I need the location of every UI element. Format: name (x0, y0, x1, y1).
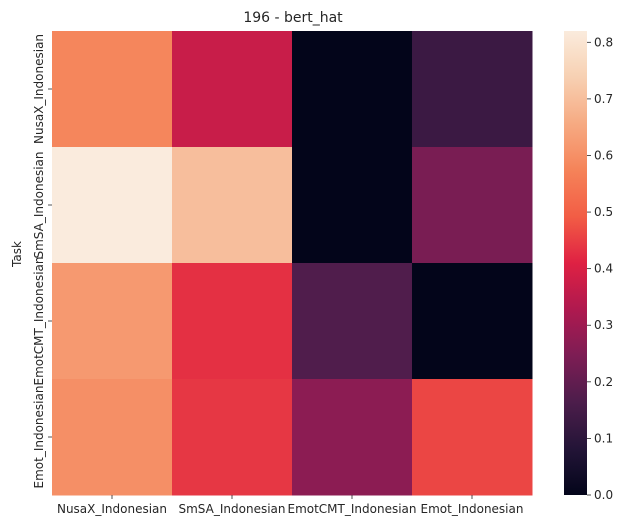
heatmap-cell (412, 31, 533, 148)
heatmap-cell (52, 379, 173, 496)
heatmap-cell (52, 147, 173, 264)
x-tick-label: Emot_Indonesian (421, 502, 524, 516)
x-axis-ticks: NusaX_Indonesian SmSA_Indonesian EmotCMT_I… (57, 495, 524, 516)
colorbar-tick-label: 0.1 (594, 431, 613, 445)
colorbar-tick-label: 0.8 (594, 35, 613, 49)
heatmap-cell (292, 379, 413, 496)
heatmap-cell (172, 379, 293, 496)
colorbar-tick-label: 0.5 (594, 205, 613, 219)
heatmap-cell (292, 31, 413, 148)
colorbar-tick-label: 0.0 (594, 488, 613, 502)
colorbar-tick-label: 0.6 (594, 148, 613, 162)
x-tick-label: SmSA_Indonesian (179, 502, 286, 516)
heatmap-cell (412, 263, 533, 380)
heatmap-cell (292, 147, 413, 264)
y-tick-label: Emot_Indonesian (32, 386, 46, 489)
colorbar-tick-label: 0.3 (594, 318, 613, 332)
y-axis-ticks: NusaX_Indonesian SmSA_IndonesianEmotCMT_I… (32, 34, 52, 489)
colorbar: 0.0 0.1 0.2 0.3 0.4 0.5 0.6 0.7 0.8 (564, 31, 613, 502)
y-tick-label: EmotCMT_Indonesian (32, 256, 46, 385)
x-tick-label: EmotCMT_Indonesian (287, 502, 416, 516)
heatmap-cell (292, 263, 413, 380)
heatmap-cell (52, 31, 173, 148)
x-tick-label: NusaX_Indonesian (57, 502, 167, 516)
heatmap-cell (172, 147, 293, 264)
heatmap-cell (172, 263, 293, 380)
colorbar-tick-label: 0.7 (594, 92, 613, 106)
heatmap-cells (52, 31, 533, 496)
heatmap-cell (412, 379, 533, 496)
y-tick-label: SmSA_Indonesian (32, 152, 46, 259)
heatmap-cell (172, 31, 293, 148)
colorbar-tick-label: 0.2 (594, 375, 613, 389)
heatmap-cell (52, 263, 173, 380)
chart-title: 196 - bert_hat (243, 10, 343, 26)
y-tick-label: NusaX_Indonesian (32, 34, 46, 144)
heatmap-cell (412, 147, 533, 264)
colorbar-tick-label: 0.4 (594, 262, 613, 276)
colorbar-gradient (564, 31, 587, 495)
y-axis-label: Task (10, 241, 24, 268)
